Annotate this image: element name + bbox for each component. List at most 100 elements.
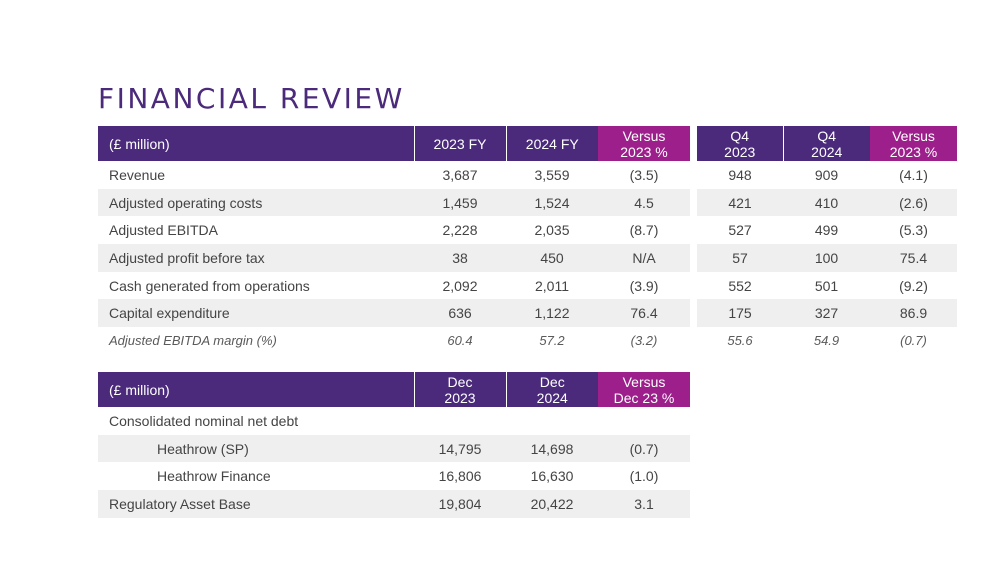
fy-table: (£ million) 2023 FY 2024 FY Versus 2023 …: [98, 126, 690, 355]
cell-fy2023: 60.4: [447, 333, 473, 349]
row-label: Capital expenditure: [98, 299, 414, 328]
cell-dec2023: 14,795: [414, 434, 506, 463]
cell-q2024: 501: [814, 277, 839, 294]
cell-fy2024: 2,011: [535, 277, 569, 294]
header-q4-2024: Q4 2024: [782, 126, 870, 161]
cell-versus: 75.4: [870, 244, 957, 272]
cell-dec2023: 19,804: [414, 490, 506, 518]
cell-q2024: 499: [814, 222, 839, 239]
q4-table: Q4 2023 Q4 2024 Versus 2023 % 948 909 (4…: [697, 126, 957, 355]
cell-versus: [598, 407, 690, 435]
row-label: Revenue: [109, 166, 166, 183]
cell-q2024: 100: [783, 244, 870, 272]
net-debt-table-header: (£ million) Dec 2023 Dec 2024 Versus Dec…: [98, 372, 690, 407]
table-row: Heathrow (SP) 14,795 14,698 (0.7): [98, 434, 690, 463]
cell-dec2024: 14,698: [506, 434, 598, 463]
q4-table-header: Q4 2023 Q4 2024 Versus 2023 %: [697, 126, 957, 161]
cell-fy2024: 1,524: [506, 188, 598, 217]
header-dec2023: Dec 2023: [413, 372, 506, 407]
cell-versus: (0.7): [900, 333, 927, 349]
header-q4-2023: Q4 2023: [697, 126, 783, 161]
cell-versus: (0.7): [598, 434, 690, 463]
cell-versus: 4.5: [598, 188, 690, 217]
table-row: Adjusted EBITDA margin (%) 60.4 57.2 (3.…: [98, 327, 690, 355]
header-fy2023: 2023 FY: [413, 126, 506, 161]
table-row: 948 909 (4.1): [697, 161, 957, 189]
cell-q2024: 410: [783, 188, 870, 217]
cell-q2024: 327: [783, 299, 870, 328]
table-row: Adjusted profit before tax 38 450 N/A: [98, 244, 690, 272]
table-row: 421 410 (2.6): [697, 188, 957, 217]
cell-dec2023: [414, 407, 506, 435]
cell-q2024: 54.9: [813, 333, 840, 349]
cell-versus: (3.9): [629, 277, 659, 294]
table-row: Regulatory Asset Base 19,804 20,422 3.1: [98, 490, 690, 518]
cell-q2023: 55.6: [727, 333, 753, 349]
cell-versus: (4.1): [899, 166, 928, 183]
cell-fy2023: 636: [414, 299, 506, 328]
row-label: Adjusted operating costs: [98, 188, 414, 217]
page-title: FINANCIAL REVIEW: [98, 82, 405, 115]
cell-versus: (5.3): [899, 222, 928, 239]
cell-dec2023: 16,806: [438, 468, 482, 485]
header-label: (£ million): [98, 126, 414, 161]
header-versus: Versus 2023 %: [598, 126, 690, 161]
table-row: 57 100 75.4: [697, 244, 957, 272]
cell-fy2023: 3,687: [442, 166, 478, 183]
cell-versus: (3.2): [630, 333, 658, 349]
cell-fy2024: 2,035: [534, 222, 570, 239]
cell-versus: (2.6): [870, 188, 957, 217]
cell-fy2024: 450: [506, 244, 598, 272]
cell-fy2024: 57.2: [539, 333, 565, 349]
cell-fy2023: 2,092: [442, 277, 478, 294]
cell-fy2024: 3,559: [534, 166, 570, 183]
table-row: Adjusted operating costs 1,459 1,524 4.5: [98, 188, 690, 217]
table-row: 55.6 54.9 (0.7): [697, 327, 957, 355]
cell-versus: 86.9: [870, 299, 957, 328]
table-row: 552 501 (9.2): [697, 272, 957, 300]
cell-q2023: 552: [728, 277, 752, 294]
cell-fy2023: 1,459: [414, 188, 506, 217]
row-label: Adjusted EBITDA: [109, 222, 218, 239]
cell-fy2024: 1,122: [506, 299, 598, 328]
cell-versus: (1.0): [629, 468, 659, 485]
cell-q2023: 527: [728, 222, 752, 239]
row-label: Adjusted profit before tax: [98, 244, 414, 272]
table-row: Cash generated from operations 2,092 2,0…: [98, 272, 690, 300]
header-versus: Versus 2023 %: [870, 126, 957, 161]
header-fy2024: 2024 FY: [505, 126, 598, 161]
table-row: Consolidated nominal net debt: [98, 407, 690, 435]
row-label: Regulatory Asset Base: [98, 490, 414, 518]
cell-versus: 76.4: [598, 299, 690, 328]
table-row: Capital expenditure 636 1,122 76.4: [98, 299, 690, 328]
table-row: 527 499 (5.3): [697, 216, 957, 244]
table-row: 175 327 86.9: [697, 299, 957, 328]
cell-versus: (9.2): [899, 277, 928, 294]
cell-versus: 3.1: [598, 490, 690, 518]
cell-versus: (3.5): [629, 166, 659, 183]
table-row: Heathrow Finance 16,806 16,630 (1.0): [98, 462, 690, 490]
table-row: Revenue 3,687 3,559 (3.5): [98, 161, 690, 189]
cell-fy2023: 38: [414, 244, 506, 272]
header-label: (£ million): [98, 372, 414, 407]
cell-q2023: 948: [728, 166, 752, 183]
table-row: Adjusted EBITDA 2,228 2,035 (8.7): [98, 216, 690, 244]
cell-versus: N/A: [598, 244, 690, 272]
header-versus: Versus Dec 23 %: [598, 372, 690, 407]
cell-dec2024: 20,422: [506, 490, 598, 518]
cell-q2023: 421: [697, 188, 783, 217]
cell-q2024: 909: [814, 166, 839, 183]
header-dec2024: Dec 2024: [505, 372, 598, 407]
cell-q2023: 175: [697, 299, 783, 328]
row-label: Consolidated nominal net debt: [109, 412, 299, 429]
cell-dec2024: [506, 407, 598, 435]
cell-q2023: 57: [697, 244, 783, 272]
fy-table-header: (£ million) 2023 FY 2024 FY Versus 2023 …: [98, 126, 690, 161]
row-label: Heathrow (SP): [98, 434, 414, 463]
cell-fy2023: 2,228: [442, 222, 478, 239]
row-label: Adjusted EBITDA margin (%): [109, 333, 277, 349]
net-debt-table: (£ million) Dec 2023 Dec 2024 Versus Dec…: [98, 372, 690, 518]
cell-dec2024: 16,630: [530, 468, 574, 485]
row-label: Heathrow Finance: [157, 468, 271, 485]
row-label: Cash generated from operations: [109, 277, 310, 294]
